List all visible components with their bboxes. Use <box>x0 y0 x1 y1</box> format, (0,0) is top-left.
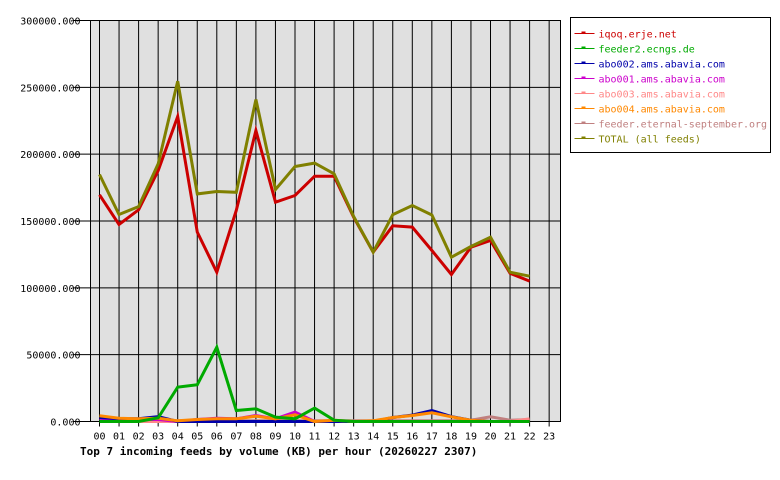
legend-label: abo002.ams.abavia.com <box>599 60 725 71</box>
legend: iqoq.erje.net feeder2.ecngs.de abo002.ams.… <box>570 17 771 153</box>
y-tick-label: 250000.000 <box>20 83 80 94</box>
x-tick-label: 10 <box>289 432 301 443</box>
x-tick-label: 16 <box>406 432 418 443</box>
legend-marker-icon <box>581 46 586 49</box>
x-axis: 00 01 02 03 04 05 06 07 08 09 10 11 12 13 14 15 16 17 18 19… <box>93 421 555 443</box>
legend-item: abo004.ams.abavia.com <box>574 105 725 116</box>
x-tick-label: 02 <box>133 432 145 443</box>
legend-marker-icon <box>581 76 586 79</box>
series-line-abo004-ams-abavia-com <box>99 411 530 424</box>
series-line-total-all-feeds- <box>98 80 530 278</box>
series-line-iqoq-erje-net <box>98 110 531 283</box>
x-tick-label: 05 <box>191 432 203 443</box>
legend-marker-icon <box>581 31 586 34</box>
chart-title: Top 7 incoming feeds by volume (KB) per … <box>80 445 478 458</box>
legend-label: abo001.ams.abavia.com <box>599 75 725 86</box>
legend-item: iqoq.erje.net <box>574 30 677 41</box>
y-axis: 0.000 50000.000 100000.000 150000.000 200000… <box>20 17 91 429</box>
x-tick-label: 07 <box>230 432 242 443</box>
legend-marker-icon <box>581 121 586 124</box>
legend-item: abo002.ams.abavia.com <box>574 60 725 71</box>
x-tick-label: 19 <box>465 432 477 443</box>
x-tick-label: 04 <box>172 432 184 443</box>
legend-label: abo004.ams.abavia.com <box>599 105 725 116</box>
legend-marker-icon <box>581 61 586 64</box>
x-tick-label: 23 <box>543 432 555 443</box>
x-tick-label: 12 <box>328 432 340 443</box>
x-tick-label: 00 <box>93 432 105 443</box>
legend-label: TOTAL (all feeds) <box>599 135 701 146</box>
series-lines <box>98 80 531 424</box>
x-tick-label: 13 <box>348 432 360 443</box>
legend-marker-icon <box>581 91 586 94</box>
legend-label: feeder2.ecngs.de <box>599 45 695 56</box>
y-tick-label: 0.000 <box>50 418 80 429</box>
legend-item: abo001.ams.abavia.com <box>574 75 725 86</box>
x-tick-label: 06 <box>211 432 223 443</box>
x-tick-label: 03 <box>152 432 164 443</box>
x-tick-label: 08 <box>250 432 262 443</box>
legend-item: TOTAL (all feeds) <box>574 135 701 146</box>
legend-label: iqoq.erje.net <box>599 30 677 41</box>
x-tick-label: 20 <box>484 432 496 443</box>
x-tick-label: 01 <box>113 432 125 443</box>
x-tick-label: 21 <box>504 432 516 443</box>
y-tick-label: 200000.000 <box>20 150 80 161</box>
y-tick-label: 150000.000 <box>20 217 80 228</box>
legend-marker-icon <box>581 106 586 109</box>
x-tick-label: 15 <box>387 432 399 443</box>
legend-box <box>570 17 771 153</box>
x-tick-label: 22 <box>524 432 536 443</box>
legend-item: abo003.ams.abavia.com <box>574 90 725 101</box>
legend-marker-icon <box>581 136 586 139</box>
legend-item: feeder2.ecngs.de <box>574 45 695 56</box>
legend-item: feeder.eternal-september.org <box>574 120 768 131</box>
x-tick-label: 18 <box>445 432 457 443</box>
legend-label: abo003.ams.abavia.com <box>599 90 725 101</box>
legend-label: feeder.eternal-september.org <box>599 120 768 131</box>
x-tick-label: 11 <box>309 432 321 443</box>
series-line-feeder2-ecngs-de <box>99 343 530 423</box>
x-tick-label: 09 <box>269 432 281 443</box>
x-tick-label: 14 <box>367 432 379 443</box>
y-tick-label: 50000.000 <box>26 351 80 362</box>
y-tick-label: 100000.000 <box>20 284 80 295</box>
x-tick-label: 17 <box>426 432 438 443</box>
y-tick-label: 300000.000 <box>20 17 80 28</box>
